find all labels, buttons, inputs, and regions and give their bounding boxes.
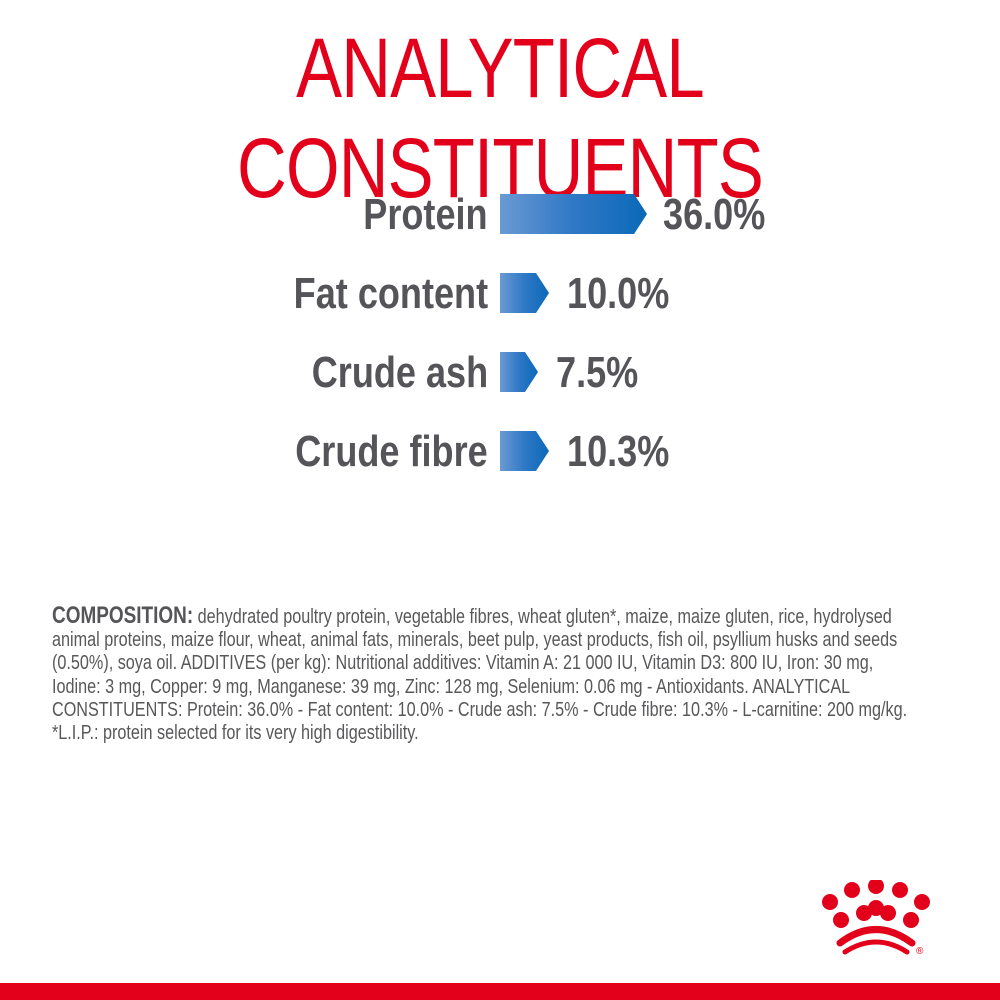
constituent-row-fat: Fat content 10.0% <box>0 269 1000 318</box>
constituent-label: Protein <box>363 190 488 239</box>
composition-text: COMPOSITION: dehydrated poultry protein,… <box>52 602 921 745</box>
registered-mark: ® <box>916 946 924 957</box>
constituent-label: Crude fibre <box>295 427 488 476</box>
composition-body: dehydrated poultry protein, vegetable fi… <box>52 605 908 745</box>
footer-red-bar <box>0 983 1000 1000</box>
constituent-row-fibre: Crude fibre 10.3% <box>0 427 1000 476</box>
constituent-value: 36.0% <box>663 190 766 239</box>
constituent-value: 7.5% <box>556 348 639 397</box>
constituent-value: 10.0% <box>567 269 670 318</box>
constituent-bar <box>500 194 647 234</box>
constituent-bar <box>500 431 549 471</box>
composition-heading: COMPOSITION: <box>52 602 194 629</box>
constituent-row-ash: Crude ash 7.5% <box>0 348 1000 397</box>
constituent-label: Crude ash <box>311 348 488 397</box>
constituent-value: 10.3% <box>567 427 670 476</box>
constituent-bar <box>500 352 538 392</box>
constituent-bar <box>500 273 549 313</box>
royal-canin-crown-icon: ® <box>820 878 960 960</box>
page-title: ANALYTICAL CONSTITUENTS <box>237 21 764 215</box>
constituent-row-protein: Protein 36.0% <box>0 190 1000 239</box>
constituent-label: Fat content <box>293 269 488 318</box>
